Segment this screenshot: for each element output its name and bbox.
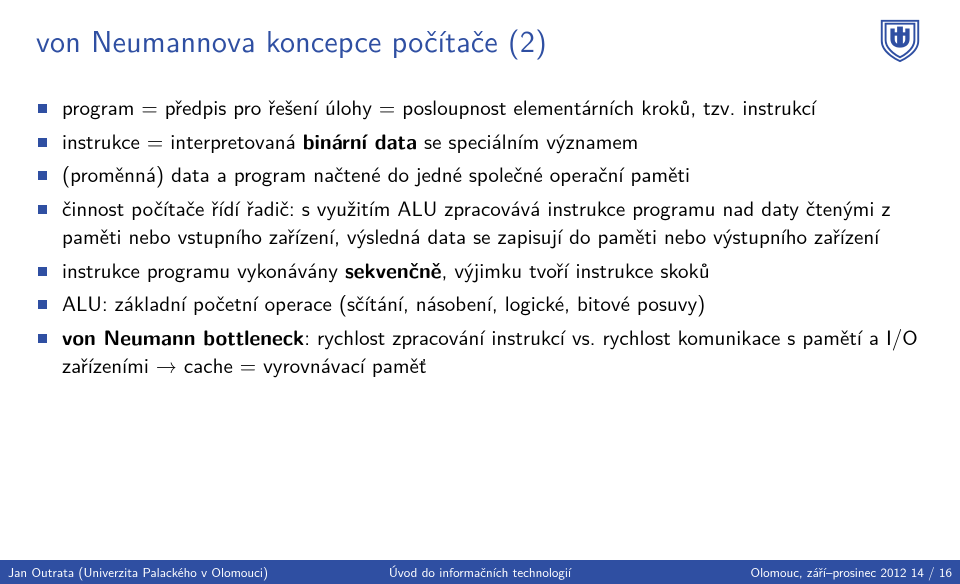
university-crest-icon bbox=[876, 16, 924, 64]
footer-author: Jan Outrata (Univerzita Palackého v Olom… bbox=[8, 563, 323, 582]
list-item: ALU: základní početní operace (sčítání, … bbox=[36, 290, 924, 318]
footer-title: Úvod do informačních technologií bbox=[323, 563, 638, 582]
slide-footer: Jan Outrata (Univerzita Palackého v Olom… bbox=[0, 560, 960, 584]
bullet-text: instrukce = interpretovaná bbox=[62, 126, 303, 156]
list-item: instrukce programu vykonávány sekvenčně,… bbox=[36, 257, 924, 285]
bullet-text: se speciálním významem bbox=[417, 126, 638, 156]
slide: von Neumannova koncepce počítače (2) pro… bbox=[0, 0, 960, 584]
list-item: činnost počítače řídí řadič: s využitím … bbox=[36, 195, 924, 250]
bullet-text-bold: sekvenčně bbox=[345, 255, 442, 285]
bullet-list: program = předpis pro řešení úlohy = pos… bbox=[36, 94, 924, 379]
list-item: von Neumann bottleneck: rychlost zpracov… bbox=[36, 324, 924, 379]
list-item: program = předpis pro řešení úlohy = pos… bbox=[36, 94, 924, 122]
bullet-text: instrukce programu vykonávány bbox=[62, 255, 345, 285]
bullet-text: program = předpis pro řešení úlohy = pos… bbox=[62, 92, 816, 122]
bullet-text-bold: von Neumann bottleneck bbox=[62, 322, 304, 352]
list-item: instrukce = interpretovaná binární data … bbox=[36, 128, 924, 156]
bullet-text-bold: binární data bbox=[303, 126, 417, 156]
bullet-text: (proměnná) data a program načtené do jed… bbox=[62, 159, 690, 189]
slide-header: von Neumannova koncepce počítače (2) bbox=[36, 18, 924, 64]
list-item: (proměnná) data a program načtené do jed… bbox=[36, 161, 924, 189]
bullet-text: ALU: základní početní operace (sčítání, … bbox=[62, 288, 705, 318]
bullet-text: činnost počítače řídí řadič: s využitím … bbox=[62, 193, 890, 251]
footer-page: Olomouc, září–prosinec 2012 14 / 16 bbox=[637, 563, 952, 582]
slide-title: von Neumannova koncepce počítače (2) bbox=[36, 18, 547, 62]
slide-body: program = předpis pro řešení úlohy = pos… bbox=[36, 94, 924, 379]
bullet-text: , výjimku tvoří instrukce skoků bbox=[441, 255, 709, 285]
